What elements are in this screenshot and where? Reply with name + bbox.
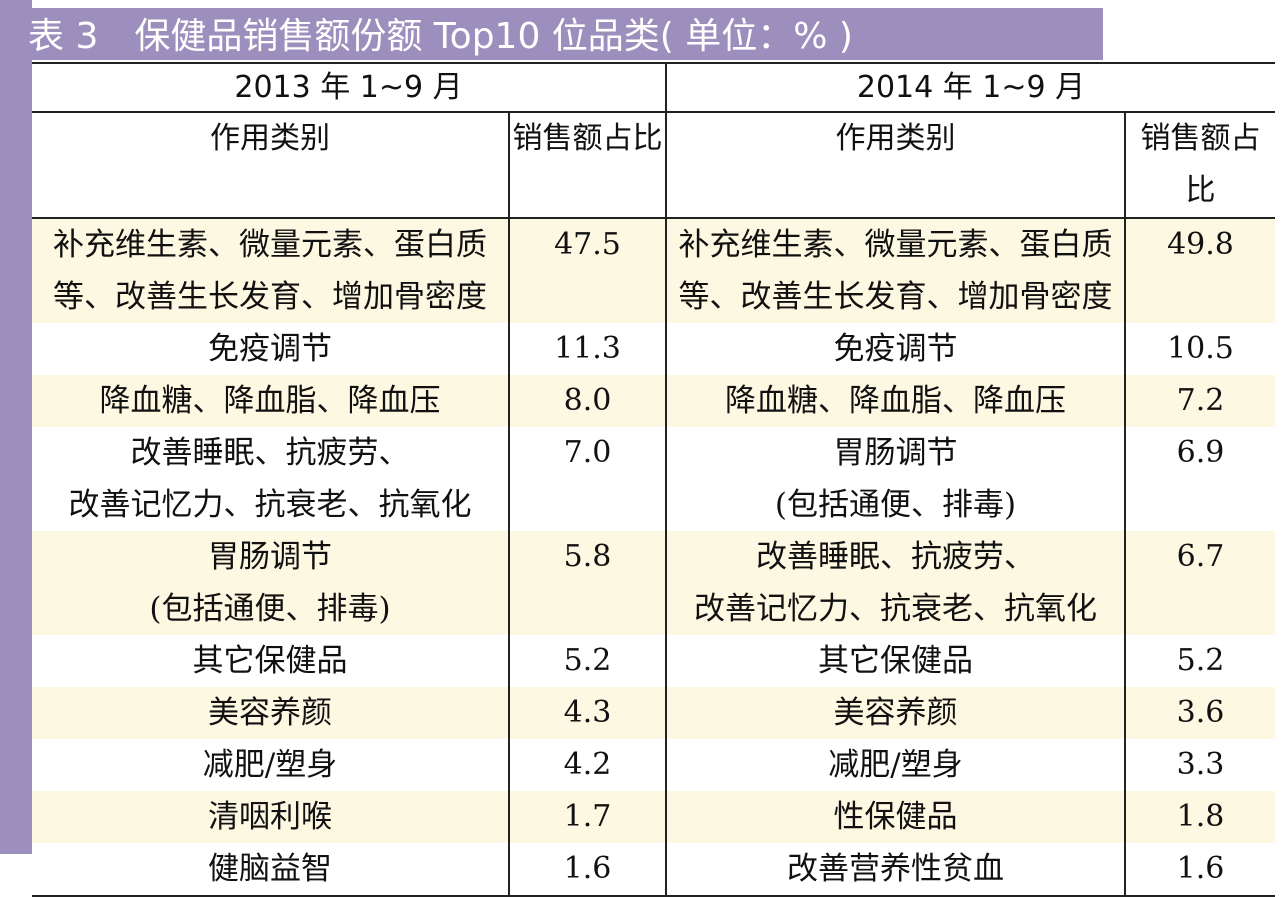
category-text: 减肥/塑身 [828, 747, 963, 783]
share-value-left: 4.2 [509, 739, 667, 791]
table-row: 胃肠调节 (包括通便、排毒) 5.8 改善睡眠、抗疲劳、 改善记忆力、抗衰老、抗氧化 6.… [32, 531, 1275, 635]
category-cell-right: 改善营养性贫血 [666, 843, 1126, 897]
period-header-2013: 2013 年 1~9 月 [32, 62, 667, 112]
category-cell-left: 降血糖、降血脂、降血压 [32, 375, 510, 427]
table-row: 美容养颜 4.3 美容养颜 3.6 [32, 687, 1275, 739]
sales-share-table: 2013 年 1~9 月 2014 年 1~9 月 作用类别 销售额占比 作用类… [32, 62, 1275, 897]
category-text: 免疫调节 [833, 331, 958, 367]
category-text: 等、改善生长发育、增加骨密度 [53, 279, 487, 315]
category-cell-left: 健脑益智 [32, 843, 510, 897]
table-row: 改善睡眠、抗疲劳、 改善记忆力、抗衰老、抗氧化 7.0 胃肠调节 (包括通便、排毒) 6.… [32, 427, 1275, 531]
category-text: 其它保健品 [192, 643, 348, 679]
category-text: 改善营养性贫血 [787, 851, 1004, 887]
category-text: 免疫调节 [208, 331, 332, 367]
category-cell-left: 免疫调节 [32, 323, 510, 375]
category-cell-right: 性保健品 [666, 791, 1126, 843]
share-value-right: 6.7 [1125, 531, 1275, 635]
share-value-right: 5.2 [1176, 643, 1225, 678]
category-cell-left: 清咽利喉 [32, 791, 510, 843]
table-row: 补充维生素、微量元素、蛋白质 等、改善生长发育、增加骨密度 47.5 补充维生素、微量… [32, 218, 1275, 323]
table-row: 减肥/塑身 4.2 减肥/塑身 3.3 [32, 739, 1275, 791]
table-row: 健脑益智 1.6 改善营养性贫血 1.6 [32, 843, 1275, 897]
category-text: 清咽利喉 [208, 799, 332, 835]
table-row: 其它保健品 5.2 其它保健品 5.2 [32, 635, 1275, 687]
title-banner [0, 8, 1103, 60]
share-value-left: 5.2 [509, 635, 667, 687]
category-header-2014: 作用类别 [666, 111, 1126, 219]
table-row: 清咽利喉 1.7 性保健品 1.8 [32, 791, 1275, 843]
share-value-right: 6.9 [1176, 435, 1225, 470]
category-cell-right: 降血糖、降血脂、降血压 [666, 375, 1126, 427]
category-text: 性保健品 [833, 799, 958, 835]
share-header-2013: 销售额占比 [509, 111, 667, 219]
share-value-left: 1.7 [509, 791, 667, 843]
share-value-right: 10.5 [1167, 331, 1234, 366]
table-title: 表 3 保健品销售额份额 Top10 位品类( 单位：% ) [28, 16, 853, 57]
share-value-right: 1.8 [1125, 791, 1275, 843]
category-text: 降血糖、降血脂、降血压 [99, 383, 441, 419]
table-row: 免疫调节 11.3 免疫调节 10.5 [32, 323, 1275, 375]
share-value-left: 4.3 [509, 687, 667, 739]
category-text: 美容养颜 [208, 695, 332, 731]
share-value-right: 3.3 [1176, 747, 1225, 782]
category-cell-left: 其它保健品 [32, 635, 510, 687]
category-cell-left: 补充维生素、微量元素、蛋白质 等、改善生长发育、增加骨密度 [32, 218, 510, 323]
category-text: 美容养颜 [833, 695, 958, 731]
category-text: (包括通便、排毒) [774, 487, 1017, 523]
share-value-left: 8.0 [509, 375, 667, 427]
share-value-right: 3.6 [1125, 687, 1275, 739]
category-text: 其它保健品 [818, 643, 973, 679]
category-cell-right: 美容养颜 [666, 687, 1126, 739]
table-row: 降血糖、降血脂、降血压 8.0 降血糖、降血脂、降血压 7.2 [32, 375, 1275, 427]
category-text: 改善记忆力、抗衰老、抗氧化 [68, 487, 472, 523]
category-text: 健脑益智 [208, 851, 332, 887]
table-body: 补充维生素、微量元素、蛋白质 等、改善生长发育、增加骨密度 47.5 补充维生素、微量… [32, 218, 1275, 897]
share-value-left: 47.5 [509, 218, 667, 323]
share-value-left: 1.6 [509, 843, 667, 897]
period-header-2014: 2014 年 1~9 月 [666, 62, 1275, 112]
category-header-2013: 作用类别 [32, 111, 510, 219]
category-cell-left: 美容养颜 [32, 687, 510, 739]
category-text: 补充维生素、微量元素、蛋白质 [53, 227, 487, 263]
share-value-right: 49.8 [1125, 218, 1275, 323]
category-cell-right: 其它保健品 [666, 635, 1126, 687]
category-cell-right: 改善睡眠、抗疲劳、改善记忆力、抗衰老、抗氧化 [666, 531, 1126, 635]
category-text: (包括通便、排毒) [149, 591, 391, 627]
share-value-left: 7.0 [509, 427, 667, 531]
category-cell-left: 改善睡眠、抗疲劳、改善记忆力、抗衰老、抗氧化 [32, 427, 510, 531]
category-cell-left: 减肥/塑身 [32, 739, 510, 791]
left-accent-bar [0, 0, 32, 854]
category-text: 补充维生素、微量元素、蛋白质 [678, 227, 1113, 263]
category-text: 改善睡眠、抗疲劳、 [756, 539, 1035, 575]
share-value-right: 1.6 [1125, 843, 1275, 897]
category-text: 胃肠调节 [208, 539, 332, 575]
category-cell-right: 免疫调节 [666, 323, 1126, 375]
share-value-left: 5.8 [509, 531, 667, 635]
share-value-left: 11.3 [509, 323, 667, 375]
category-cell-right: 胃肠调节 (包括通便、排毒) [666, 427, 1126, 531]
category-text: 改善睡眠、抗疲劳、 [130, 435, 410, 471]
category-text: 等、改善生长发育、增加骨密度 [678, 279, 1113, 315]
share-value-right: 7.2 [1125, 375, 1275, 427]
category-text: 降血糖、降血脂、降血压 [725, 383, 1066, 419]
category-cell-right: 补充维生素、微量元素、蛋白质 等、改善生长发育、增加骨密度 [666, 218, 1126, 323]
share-header-2014: 销售额占比 [1125, 111, 1275, 219]
category-text: 胃肠调节 [833, 435, 958, 471]
category-text: 改善记忆力、抗衰老、抗氧化 [694, 591, 1097, 627]
category-text: 减肥/塑身 [202, 747, 338, 783]
category-cell-left: 胃肠调节 (包括通便、排毒) [32, 531, 510, 635]
category-cell-right: 减肥/塑身 [666, 739, 1126, 791]
